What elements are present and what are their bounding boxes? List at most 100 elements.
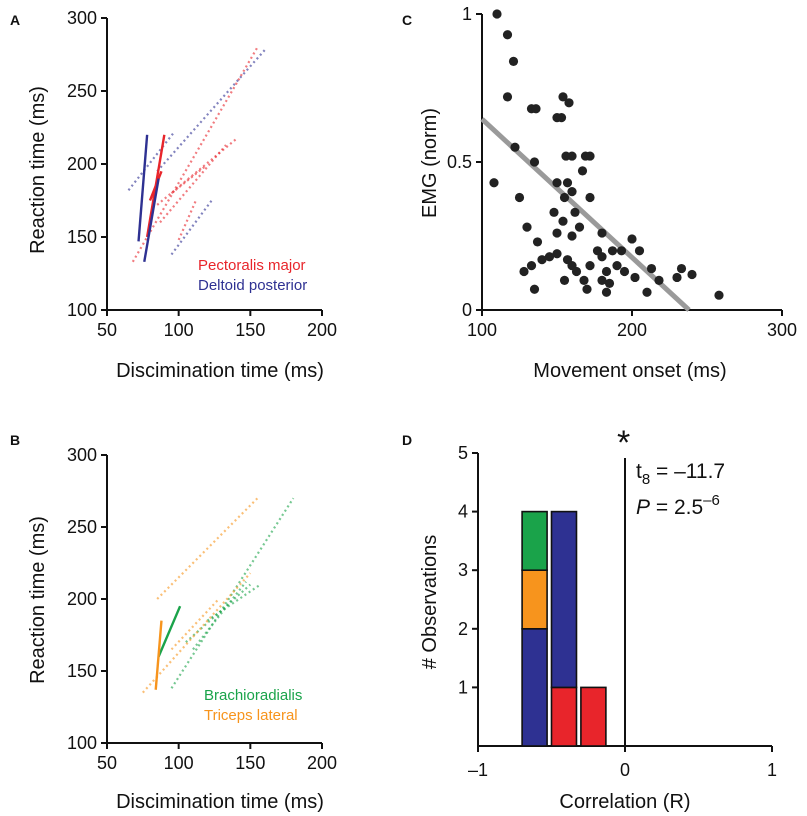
scatter-point xyxy=(489,178,499,188)
panel-a-solid-lines xyxy=(137,134,166,263)
dotted-fit-line xyxy=(131,46,259,263)
scatter-point xyxy=(508,56,519,66)
scatter-point xyxy=(642,287,652,297)
scatter-point xyxy=(556,113,567,123)
histogram-bar-segment xyxy=(580,686,607,747)
panel-c-y-label: EMG (norm) xyxy=(419,108,441,218)
panel-d-x-label: Correlation (R) xyxy=(559,791,690,813)
scatter-point xyxy=(519,266,529,277)
panel-d-axes: –1 0 1 1 2 3 4 5 xyxy=(458,443,777,780)
scatter-point xyxy=(562,178,573,188)
panel-a-y-tick-label: 100 xyxy=(67,300,97,320)
scatter-point xyxy=(558,92,568,102)
scatter-point xyxy=(597,275,607,285)
scatter-point xyxy=(537,255,547,265)
panel-c: 100 200 300 0 0.5 1 Movement onset (ms) EMG (… xyxy=(419,4,797,382)
panel-d-y-tick-label: 1 xyxy=(458,677,468,697)
solid-fit-line xyxy=(154,620,163,690)
scatter-point xyxy=(564,98,574,108)
scatter-point xyxy=(532,237,543,247)
scatter-point xyxy=(552,249,562,259)
panel-letter-a: A xyxy=(10,12,20,28)
scatter-point xyxy=(601,287,612,297)
scatter-point xyxy=(559,275,570,285)
dotted-fit-line xyxy=(156,49,266,173)
panel-c-y-tick-label: 0 xyxy=(462,300,472,320)
scatter-point xyxy=(549,207,559,217)
panel-letter-d: D xyxy=(402,432,412,448)
panel-a-y-tick-label: 250 xyxy=(67,81,97,101)
panel-b-y-label: Reaction time (ms) xyxy=(27,516,49,684)
scatter-point xyxy=(687,269,697,280)
dotted-fit-line xyxy=(127,131,176,191)
histogram-bar-segment xyxy=(550,686,578,747)
scatter-point xyxy=(597,228,607,238)
scatter-point xyxy=(604,278,615,288)
scatter-point xyxy=(616,246,627,256)
panel-a-x-tick-label: 200 xyxy=(307,320,337,340)
panel-b-x-tick-label: 200 xyxy=(307,753,337,773)
scatter-point xyxy=(559,192,570,203)
solid-fit-line xyxy=(148,170,163,201)
panel-a-dotted-lines xyxy=(127,46,266,263)
stat-t-number: = –11.7 xyxy=(650,460,725,483)
dotted-fit-line xyxy=(170,598,220,651)
panel-b-y-tick-label: 100 xyxy=(67,733,97,753)
stat-t-subscript: 8 xyxy=(642,471,650,488)
scatter-point xyxy=(630,272,640,283)
solid-fit-line xyxy=(143,178,160,263)
panel-a-x-label: Discimination time (ms) xyxy=(116,360,324,382)
scatter-point xyxy=(552,178,562,188)
dotted-fit-line xyxy=(177,200,197,241)
panel-b-dotted-lines xyxy=(142,497,295,694)
solid-fit-line xyxy=(137,134,149,242)
panel-letter-c: C xyxy=(402,12,412,28)
scatter-point xyxy=(672,272,682,283)
histogram-bar-segment xyxy=(521,510,548,572)
stat-p-value: P = 2.5–6 xyxy=(636,492,720,519)
scatter-point xyxy=(654,275,664,285)
panel-b-x-tick-label: 50 xyxy=(97,753,117,773)
panel-b-y-tick-label: 200 xyxy=(67,589,97,609)
scatter-point xyxy=(619,266,630,277)
scatter-point xyxy=(531,104,541,114)
dotted-fit-line xyxy=(192,581,247,651)
scatter-point xyxy=(676,263,687,274)
histogram-bar-segment xyxy=(521,569,548,630)
panel-d-y-label: # Observations xyxy=(419,535,441,670)
panel-b-y-tick-label: 300 xyxy=(67,445,97,465)
scatter-point xyxy=(571,266,582,277)
panel-d-x-tick-label: 0 xyxy=(620,760,630,780)
stat-p-number: = 2.5 xyxy=(650,496,703,519)
scatter-point xyxy=(552,228,562,238)
panel-b-solid-lines xyxy=(154,605,182,690)
solid-fit-line xyxy=(157,605,182,658)
panel-c-x-tick-label: 100 xyxy=(467,320,497,340)
scatter-point xyxy=(522,222,532,232)
panel-d-y-tick-label: 3 xyxy=(458,560,468,580)
panel-c-x-tick-label: 200 xyxy=(617,320,647,340)
scatter-point xyxy=(529,157,540,167)
dotted-fit-line xyxy=(185,583,252,644)
scatter-point xyxy=(567,151,577,161)
panel-d-y-tick-label: 4 xyxy=(458,502,468,522)
legend-triceps-lateral: Triceps lateral xyxy=(204,707,298,724)
scatter-point xyxy=(585,261,595,271)
panel-b-y-tick-label: 150 xyxy=(67,661,97,681)
scatter-point xyxy=(510,142,520,152)
panel-a-y-tick-label: 200 xyxy=(67,154,97,174)
scatter-point xyxy=(607,246,618,256)
panel-d-y-tick-label: 2 xyxy=(458,619,468,639)
panel-a-y-tick-label: 150 xyxy=(67,227,97,247)
panel-c-y-tick-label: 1 xyxy=(462,4,472,24)
scatter-point xyxy=(567,187,577,197)
histogram-bar-segment xyxy=(521,627,548,747)
scatter-point xyxy=(567,231,577,241)
dotted-fit-line xyxy=(170,166,206,195)
dotted-fit-line xyxy=(156,497,259,600)
dotted-fit-line xyxy=(142,572,252,694)
legend-brachioradialis: Brachioradialis xyxy=(204,687,302,704)
